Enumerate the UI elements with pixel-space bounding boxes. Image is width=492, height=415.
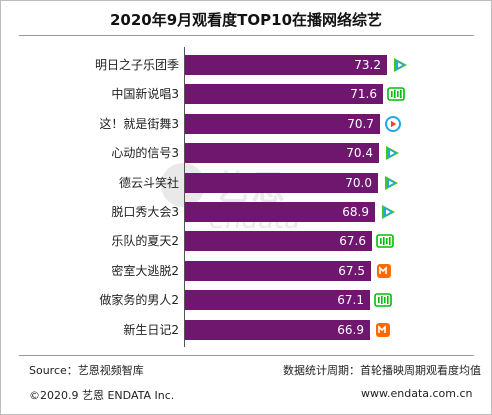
youku-icon: [384, 115, 402, 133]
tencent-video-icon: [379, 203, 397, 221]
bar-value-label: 67.5: [338, 264, 365, 278]
footer-note: 数据统计周期：首轮播映周期观看度均值: [283, 364, 481, 377]
bar: [185, 143, 379, 163]
bar-value-label: 70.7: [347, 117, 374, 131]
category-label: 脱口秀大会3: [111, 205, 179, 219]
category-label: 明日之子乐团季: [94, 58, 179, 72]
bar-value-label: 71.6: [350, 87, 377, 101]
bar-value-label: 68.9: [342, 205, 369, 219]
category-label: 密室大逃脱2: [111, 264, 179, 278]
bar-value-label: 66.9: [337, 323, 364, 337]
bar: [185, 55, 387, 75]
mango-tv-icon: [374, 321, 392, 339]
bar: [185, 261, 371, 281]
category-label: 心动的信号3: [111, 146, 179, 160]
bar: [185, 320, 370, 340]
iqiyi-icon: [374, 291, 392, 309]
tencent-video-icon: [391, 56, 409, 74]
iqiyi-icon: [376, 232, 394, 250]
bar-value-label: 70.4: [346, 146, 373, 160]
iqiyi-icon: [387, 85, 405, 103]
y-axis-line: [184, 47, 185, 347]
bar: [185, 231, 372, 251]
bar: [185, 84, 383, 104]
footer-website: www.endata.com.cn: [361, 387, 473, 400]
category-label: 做家务的男人2: [99, 293, 179, 307]
category-label: 乐队的夏天2: [111, 234, 179, 248]
footer-copyright: ©2020.9 艺恩 ENDATA Inc.: [29, 389, 175, 402]
bar: [185, 173, 378, 193]
bottom-rule: [19, 355, 474, 356]
mango-tv-icon: [375, 262, 393, 280]
bar: [185, 114, 380, 134]
category-label: 德云斗笑社: [118, 176, 179, 190]
bar-value-label: 67.1: [337, 293, 364, 307]
bar-value-label: 67.6: [339, 234, 366, 248]
tencent-video-icon: [382, 174, 400, 192]
chart-title: 2020年9月观看度TOP10在播网络综艺: [109, 11, 383, 29]
bar: [185, 290, 370, 310]
tencent-video-icon: [383, 144, 401, 162]
bar: [185, 202, 375, 222]
category-label: 新生日记2: [123, 323, 179, 337]
top-rule: [19, 35, 474, 36]
footer-source: Source：艺恩视频智库: [29, 364, 144, 377]
bar-value-label: 73.2: [354, 58, 381, 72]
category-label: 这！就是街舞3: [99, 117, 179, 131]
category-label: 中国新说唱3: [111, 87, 179, 101]
bar-value-label: 70.0: [345, 176, 372, 190]
